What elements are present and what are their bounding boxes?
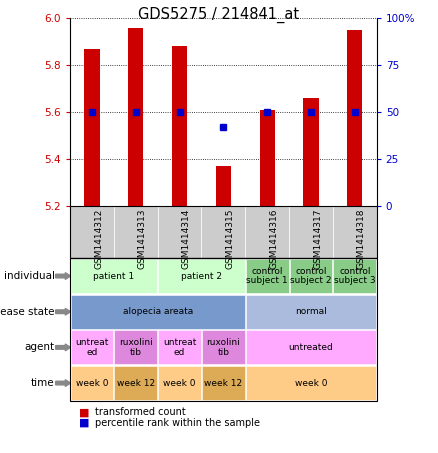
Text: time: time	[31, 378, 55, 388]
Text: control
subject 3: control subject 3	[334, 267, 376, 285]
Bar	[216, 166, 231, 206]
Text: week 12: week 12	[204, 379, 243, 388]
Text: ruxolini
tib: ruxolini tib	[206, 338, 240, 357]
Text: normal: normal	[295, 307, 327, 316]
Text: percentile rank within the sample: percentile rank within the sample	[95, 418, 261, 428]
Text: ■: ■	[79, 407, 89, 417]
Text: GSM1414317: GSM1414317	[313, 208, 322, 269]
Text: GSM1414318: GSM1414318	[357, 208, 366, 269]
Bar	[172, 46, 187, 206]
Bar	[304, 98, 319, 206]
Text: individual: individual	[4, 271, 55, 281]
Text: alopecia areata: alopecia areata	[123, 307, 193, 316]
Text: untreat
ed: untreat ed	[163, 338, 196, 357]
Text: GSM1414315: GSM1414315	[226, 208, 235, 269]
Text: GSM1414316: GSM1414316	[269, 208, 279, 269]
Text: control
subject 2: control subject 2	[290, 267, 332, 285]
Text: patient 1: patient 1	[93, 271, 134, 280]
Bar	[347, 30, 363, 206]
Text: untreat
ed: untreat ed	[75, 338, 109, 357]
Text: GDS5275 / 214841_at: GDS5275 / 214841_at	[138, 7, 300, 23]
Bar	[259, 110, 275, 206]
Text: agent: agent	[25, 342, 55, 352]
Bar	[128, 28, 144, 206]
Text: week 0: week 0	[163, 379, 196, 388]
Text: patient 2: patient 2	[181, 271, 222, 280]
Text: GSM1414313: GSM1414313	[138, 208, 147, 269]
Text: GSM1414312: GSM1414312	[94, 208, 103, 269]
Text: week 0: week 0	[76, 379, 108, 388]
Text: week 12: week 12	[117, 379, 155, 388]
Text: GSM1414314: GSM1414314	[182, 208, 191, 269]
Bar	[84, 48, 99, 206]
Text: ruxolini
tib: ruxolini tib	[119, 338, 153, 357]
Text: control
subject 1: control subject 1	[246, 267, 288, 285]
Text: week 0: week 0	[295, 379, 327, 388]
Text: ■: ■	[79, 418, 89, 428]
Text: untreated: untreated	[289, 343, 333, 352]
Text: disease state: disease state	[0, 307, 55, 317]
Text: transformed count: transformed count	[95, 407, 186, 417]
